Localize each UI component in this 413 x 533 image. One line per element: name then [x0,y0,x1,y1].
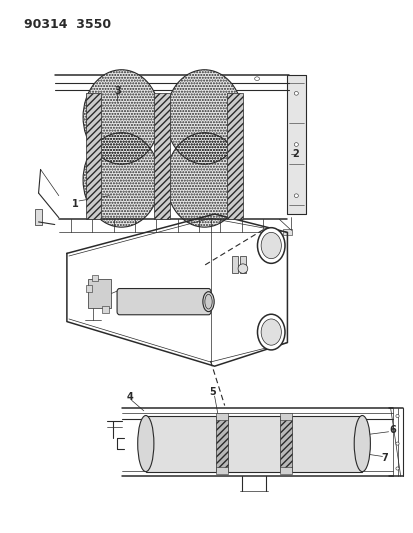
Bar [146,416,362,472]
Ellipse shape [105,77,110,80]
Bar [232,256,238,273]
Text: 2: 2 [292,149,299,159]
Bar [216,413,228,419]
Ellipse shape [205,294,212,309]
Ellipse shape [255,77,259,80]
Bar [216,467,228,474]
Text: 5: 5 [209,387,216,398]
Ellipse shape [396,442,399,445]
Bar [102,306,109,313]
Bar [280,413,292,419]
Text: 4: 4 [126,392,133,402]
Ellipse shape [83,70,160,164]
Bar [280,416,292,472]
Ellipse shape [166,133,243,227]
Bar [280,467,292,474]
Bar [92,275,98,281]
Ellipse shape [238,264,248,273]
Bar [35,209,42,224]
Ellipse shape [294,194,298,198]
Text: 1: 1 [71,198,78,208]
Ellipse shape [261,319,281,345]
Bar [86,285,93,292]
Bar [88,279,111,309]
Bar [240,256,246,273]
Ellipse shape [261,232,281,259]
FancyBboxPatch shape [117,288,211,315]
Ellipse shape [396,415,399,417]
Bar [85,93,101,219]
Ellipse shape [257,314,285,350]
Text: 90314  3550: 90314 3550 [24,18,112,31]
Text: 3: 3 [114,86,121,96]
Ellipse shape [294,92,298,95]
Bar [287,75,306,214]
Text: 6: 6 [389,425,396,435]
Bar [283,229,292,235]
Bar [216,416,228,472]
Ellipse shape [138,416,154,472]
Ellipse shape [294,143,298,147]
Text: 7: 7 [381,453,388,463]
Ellipse shape [186,77,191,80]
Bar [154,93,170,219]
Ellipse shape [166,70,243,164]
Bar [227,93,242,219]
Ellipse shape [396,467,399,470]
Ellipse shape [203,292,214,312]
Ellipse shape [257,228,285,263]
Ellipse shape [354,416,370,472]
Ellipse shape [83,133,160,227]
